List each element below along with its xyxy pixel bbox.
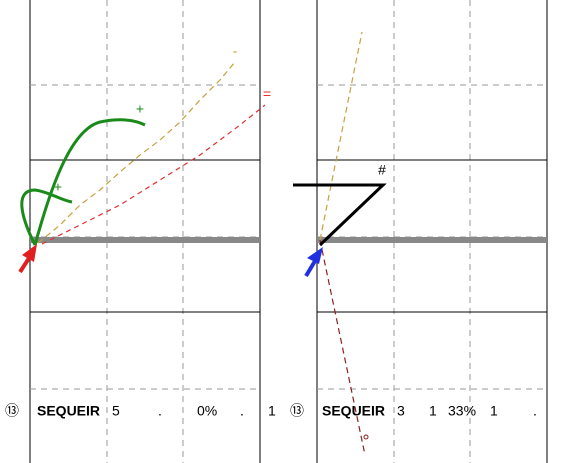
caption-item: .: [158, 403, 162, 419]
caption-icon: ⑬: [5, 403, 19, 419]
caption-item: .: [533, 403, 537, 419]
caption-icon: ⑬: [290, 403, 304, 419]
left-board: + + - =: [18, 0, 271, 463]
caption-name: SEQUEIR: [37, 403, 100, 419]
captions: ⑬ SEQUEIR 5 . 0% . 1 ⑬ SEQUEIR 3 1 33% 1…: [5, 403, 537, 419]
caption-item: 1: [268, 403, 276, 419]
caption-item: 0%: [197, 403, 217, 419]
mark-label: #: [378, 162, 386, 178]
caption-item: 1: [490, 403, 498, 419]
caption-item: 5: [112, 403, 120, 419]
caption-item: 33%: [448, 403, 476, 419]
caption-item: 1: [429, 403, 437, 419]
caption-item: .: [240, 403, 244, 419]
mark-label: +: [136, 101, 144, 117]
caption-name: SEQUEIR: [322, 403, 385, 419]
mark-label: =: [263, 86, 271, 102]
right-board: #: [293, 0, 548, 463]
mark-label: -: [233, 43, 238, 59]
caption-item: 3: [397, 403, 405, 419]
mark-label: +: [54, 179, 62, 195]
